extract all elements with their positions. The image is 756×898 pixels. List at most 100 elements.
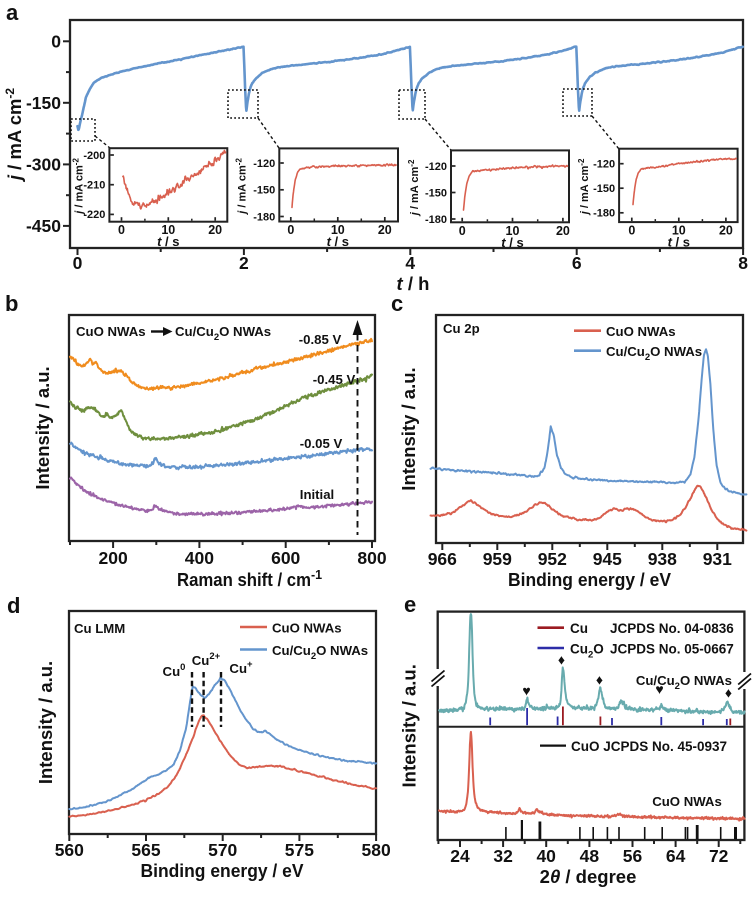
svg-text:j / mA cm-2: j / mA cm-2 [577, 158, 591, 216]
svg-text:24: 24 [450, 846, 470, 866]
svg-text:40: 40 [536, 846, 556, 866]
svg-text:200: 200 [98, 548, 127, 568]
svg-text:10: 10 [672, 224, 686, 238]
svg-text:CuO JCPDS No. 45-0937: CuO JCPDS No. 45-0937 [571, 739, 727, 754]
svg-text:CuO NWAs: CuO NWAs [652, 794, 722, 809]
svg-text:952: 952 [538, 549, 567, 569]
svg-text:560: 560 [55, 840, 84, 860]
svg-text:j / mA cm-2: j / mA cm-2 [71, 158, 85, 216]
svg-text:570: 570 [208, 840, 237, 860]
svg-text:Intensity / a.u.: Intensity / a.u. [35, 661, 56, 784]
svg-text:8: 8 [738, 253, 748, 273]
svg-text:Binding energy / eV: Binding energy / eV [508, 569, 672, 590]
svg-text:10: 10 [506, 224, 520, 238]
svg-text:Cu/Cu2O NWAs: Cu/Cu2O NWAs [606, 344, 702, 363]
svg-text:♦: ♦ [725, 685, 732, 701]
svg-text:CuO NWAs: CuO NWAs [76, 324, 146, 339]
svg-text:JCPDS No. 05-0667: JCPDS No. 05-0667 [610, 642, 734, 657]
svg-text:Intensity / a.u.: Intensity / a.u. [399, 664, 420, 787]
svg-text:48: 48 [580, 846, 600, 866]
svg-text:575: 575 [285, 840, 314, 860]
svg-text:945: 945 [593, 549, 622, 569]
svg-text:10: 10 [331, 223, 345, 237]
svg-text:Intensity / a.u.: Intensity / a.u. [32, 366, 53, 489]
svg-text:959: 959 [483, 549, 512, 569]
svg-text:b: b [5, 291, 18, 316]
svg-text:Cu/Cu2O NWAs: Cu/Cu2O NWAs [272, 643, 368, 662]
svg-text:t / s: t / s [327, 234, 349, 249]
svg-text:Cu0: Cu0 [163, 662, 186, 679]
svg-text:20: 20 [719, 224, 733, 238]
svg-text:j / mA cm-2: j / mA cm-2 [234, 158, 248, 216]
svg-text:♥: ♥ [655, 681, 663, 697]
svg-text:t / h: t / h [397, 273, 430, 294]
svg-text:0: 0 [118, 223, 125, 237]
svg-text:Cu: Cu [570, 621, 588, 636]
svg-text:938: 938 [648, 549, 677, 569]
svg-text:-120: -120 [593, 159, 615, 171]
svg-text:-220: -220 [83, 209, 105, 221]
svg-text:0: 0 [287, 223, 294, 237]
svg-text:2: 2 [239, 253, 249, 273]
svg-text:2θ / degree: 2θ / degree [540, 866, 637, 887]
svg-text:d: d [7, 593, 20, 618]
svg-text:CuO NWAs: CuO NWAs [606, 324, 676, 339]
svg-text:-120: -120 [253, 158, 275, 170]
svg-text:CuO NWAs: CuO NWAs [272, 621, 342, 636]
svg-text:t / s: t / s [501, 235, 523, 250]
svg-text:Initial: Initial [300, 487, 334, 502]
svg-text:20: 20 [378, 223, 392, 237]
svg-text:-180: -180 [425, 214, 447, 226]
svg-text:♥: ♥ [522, 683, 530, 699]
svg-text:j / mA cm-2: j / mA cm-2 [3, 88, 25, 183]
svg-text:Raman shift / cm-1: Raman shift / cm-1 [177, 568, 322, 590]
svg-text:-300: -300 [26, 154, 61, 174]
svg-text:0: 0 [459, 224, 466, 238]
svg-text:-150: -150 [425, 187, 447, 199]
svg-text:Binding energy / eV: Binding energy / eV [141, 860, 305, 881]
svg-text:Cu2O: Cu2O [570, 642, 604, 661]
svg-text:j / mA cm-2: j / mA cm-2 [407, 159, 421, 217]
svg-text:JCPDS No. 04-0836: JCPDS No. 04-0836 [610, 621, 734, 636]
svg-text:Cu/Cu2O NWAs: Cu/Cu2O NWAs [175, 324, 271, 343]
svg-text:Cu 2p: Cu 2p [443, 321, 480, 336]
svg-text:400: 400 [185, 548, 214, 568]
svg-text:20: 20 [556, 224, 570, 238]
svg-text:10: 10 [161, 223, 175, 237]
svg-text:Cu LMM: Cu LMM [74, 621, 125, 636]
svg-text:Intensity / a.u.: Intensity / a.u. [398, 367, 419, 490]
svg-text:-150: -150 [253, 185, 275, 197]
svg-text:565: 565 [131, 840, 160, 860]
svg-text:-0.45 V: -0.45 V [313, 372, 356, 387]
svg-text:-120: -120 [425, 161, 447, 173]
svg-text:966: 966 [428, 549, 457, 569]
svg-text:-0.85 V: -0.85 V [299, 332, 342, 347]
svg-text:4: 4 [405, 253, 415, 273]
svg-text:72: 72 [709, 846, 729, 866]
svg-text:32: 32 [493, 846, 513, 866]
svg-text:-200: -200 [83, 150, 105, 162]
svg-text:800: 800 [357, 548, 386, 568]
svg-text:-180: -180 [593, 208, 615, 220]
svg-text:c: c [391, 291, 403, 316]
svg-text:-0.05 V: -0.05 V [300, 436, 343, 451]
svg-text:t / s: t / s [157, 234, 179, 249]
svg-text:-150: -150 [593, 183, 615, 195]
svg-text:931: 931 [703, 549, 732, 569]
svg-text:a: a [6, 0, 19, 25]
svg-text:6: 6 [572, 253, 582, 273]
svg-text:580: 580 [361, 840, 390, 860]
svg-text:56: 56 [623, 846, 643, 866]
svg-text:0: 0 [628, 224, 635, 238]
svg-text:♦: ♦ [558, 652, 565, 668]
svg-text:Cu/Cu2O NWAs: Cu/Cu2O NWAs [636, 673, 732, 692]
svg-text:20: 20 [208, 223, 222, 237]
svg-text:0: 0 [51, 31, 61, 51]
svg-text:-210: -210 [83, 180, 105, 192]
svg-text:-150: -150 [26, 93, 61, 113]
svg-text:♦: ♦ [596, 672, 603, 688]
svg-text:-180: -180 [253, 211, 275, 223]
svg-text:600: 600 [271, 548, 300, 568]
svg-text:e: e [404, 592, 416, 617]
svg-text:64: 64 [666, 846, 686, 866]
